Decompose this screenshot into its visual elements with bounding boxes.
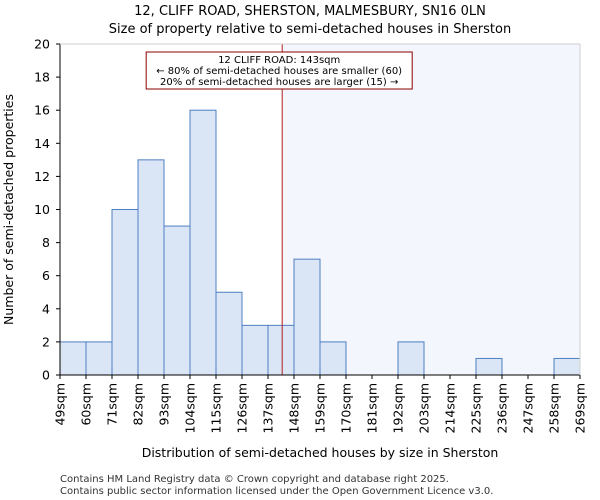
bar-104sqm: [189, 109, 217, 376]
x-tick-label: 71sqm: [105, 383, 120, 426]
x-tick-label: 60sqm: [79, 383, 94, 426]
x-tick-label: 181sqm: [365, 383, 380, 433]
y-tick-label: 8: [42, 235, 50, 250]
x-tick-label: 170sqm: [339, 383, 354, 433]
bar-49sqm: [59, 341, 87, 376]
y-tick-label: 18: [34, 70, 50, 85]
y-tick-label: 14: [34, 136, 50, 151]
chart-title: 12, CLIFF ROAD, SHERSTON, MALMESBURY, SN…: [134, 4, 486, 19]
x-tick-label: 126sqm: [235, 383, 250, 433]
annotation-line-1: 12 CLIFF ROAD: 143sqm: [218, 55, 340, 66]
bar-82sqm: [137, 159, 165, 376]
x-tick-label: 247sqm: [521, 383, 536, 433]
bar-192sqm: [397, 341, 425, 376]
y-tick-label: 6: [42, 268, 50, 283]
x-tick-label: 192sqm: [391, 383, 406, 433]
x-tick-label: 236sqm: [495, 383, 510, 433]
y-tick-label: 4: [42, 301, 50, 316]
bar-60sqm: [85, 341, 113, 376]
x-tick-label: 115sqm: [209, 383, 224, 433]
bar-71sqm: [111, 209, 139, 376]
bar-225sqm: [475, 357, 503, 376]
larger-properties-region: [282, 44, 580, 375]
annotation-line-2: ← 80% of semi-detached houses are smalle…: [156, 66, 402, 77]
x-tick-label: 49sqm: [53, 383, 68, 426]
bar-159sqm: [319, 341, 347, 376]
y-tick-label: 2: [42, 334, 50, 349]
bar-258sqm: [553, 357, 581, 376]
y-tick-label: 12: [34, 169, 50, 184]
bar-93sqm: [163, 225, 191, 376]
x-tick-label: 82sqm: [131, 383, 146, 426]
annotation-line-3: 20% of semi-detached houses are larger (…: [160, 77, 398, 88]
x-tick-label: 214sqm: [443, 383, 458, 433]
bar-115sqm: [215, 291, 243, 376]
x-tick-label: 258sqm: [547, 383, 562, 433]
y-tick-label: 16: [34, 103, 50, 118]
bar-148sqm: [293, 258, 321, 376]
y-tick-label: 0: [42, 368, 50, 383]
x-tick-label: 269sqm: [573, 383, 588, 433]
x-tick-label: 148sqm: [287, 383, 302, 433]
footer-line-1: Contains HM Land Registry data © Crown c…: [60, 474, 449, 485]
x-tick-label: 159sqm: [313, 383, 328, 433]
footer-line-2: Contains public sector information licen…: [60, 486, 493, 497]
x-axis-label: Distribution of semi-detached houses by …: [142, 445, 499, 460]
x-tick-label: 93sqm: [157, 383, 172, 426]
y-tick-label: 20: [34, 37, 50, 52]
x-tick-label: 104sqm: [183, 383, 198, 433]
x-tick-label: 225sqm: [469, 383, 484, 433]
chart-subtitle: Size of property relative to semi-detach…: [109, 22, 511, 37]
bar-126sqm: [241, 324, 269, 376]
bar-137sqm: [267, 324, 295, 376]
x-tick-label: 137sqm: [261, 383, 276, 433]
annotation-box: [145, 51, 413, 90]
x-tick-label: 203sqm: [417, 383, 432, 433]
y-tick-label: 10: [34, 202, 50, 217]
y-axis-label: Number of semi-detached properties: [1, 94, 16, 325]
